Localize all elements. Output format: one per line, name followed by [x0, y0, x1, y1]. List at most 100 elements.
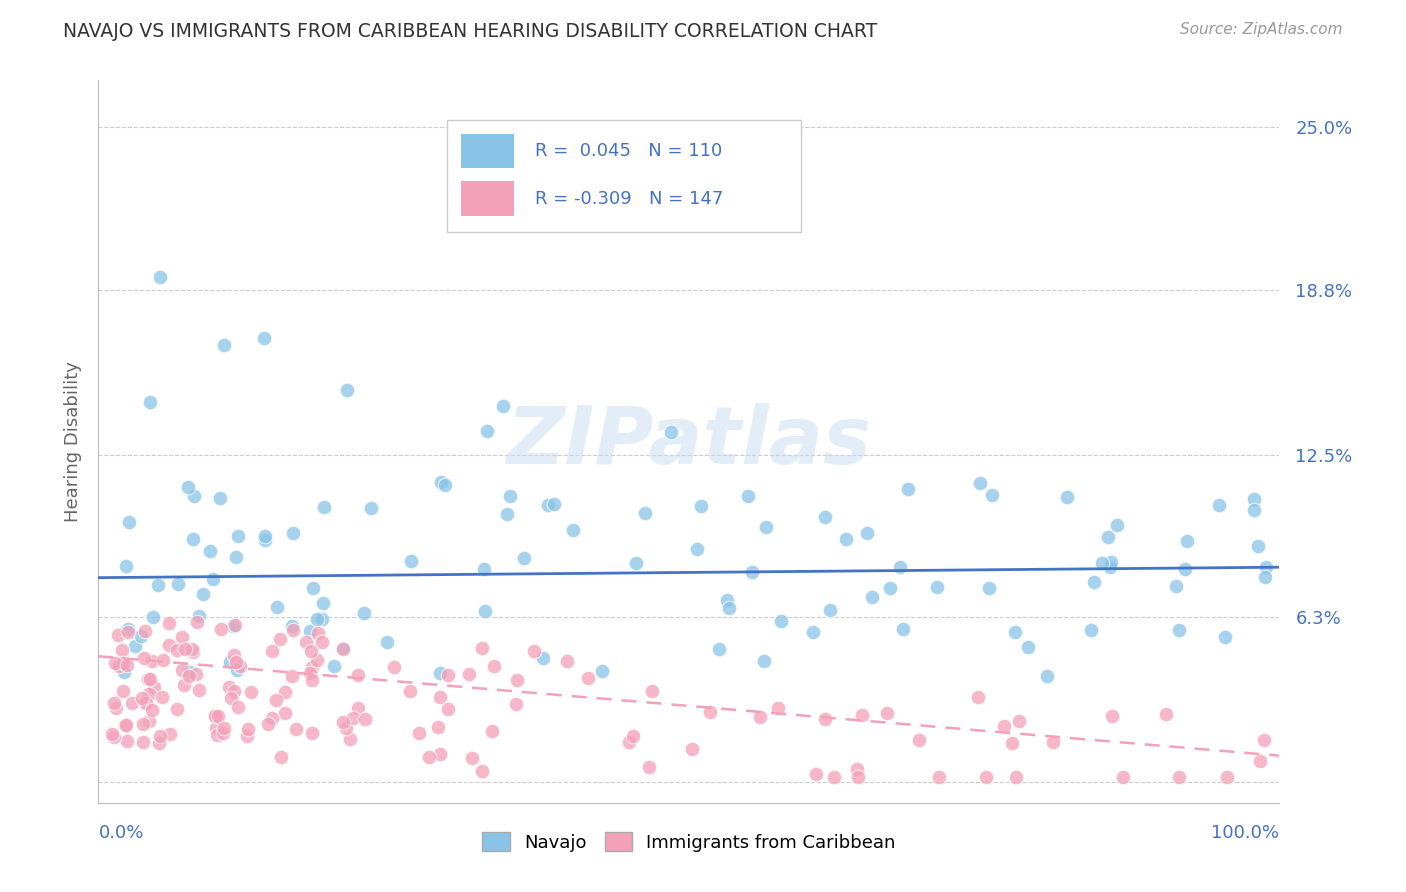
- Point: [173, 678, 195, 692]
- Point: [157, 616, 180, 631]
- Point: [166, 702, 188, 716]
- Point: [132, 735, 155, 749]
- FancyBboxPatch shape: [461, 134, 515, 169]
- Point: [159, 727, 181, 741]
- Point: [295, 635, 318, 649]
- Point: [1243, 491, 1265, 506]
- Text: R = -0.309   N = 147: R = -0.309 N = 147: [536, 190, 724, 208]
- Point: [928, 770, 950, 784]
- Point: [219, 655, 242, 669]
- Point: [135, 696, 157, 710]
- Point: [186, 615, 208, 629]
- Point: [505, 697, 527, 711]
- Point: [804, 767, 827, 781]
- Point: [401, 554, 423, 568]
- Point: [846, 770, 869, 784]
- Point: [1099, 556, 1122, 570]
- Point: [270, 749, 292, 764]
- Point: [172, 664, 194, 678]
- Point: [770, 614, 793, 628]
- Point: [749, 710, 772, 724]
- Point: [301, 673, 323, 687]
- Point: [1164, 579, 1187, 593]
- Point: [184, 666, 207, 681]
- Point: [346, 700, 368, 714]
- Point: [266, 599, 288, 614]
- Point: [132, 651, 155, 665]
- Point: [212, 337, 235, 351]
- Point: [180, 642, 202, 657]
- Point: [121, 696, 143, 710]
- Point: [977, 581, 1000, 595]
- Point: [229, 659, 252, 673]
- Point: [141, 703, 163, 717]
- Point: [167, 576, 190, 591]
- Point: [181, 533, 204, 547]
- Point: [718, 600, 741, 615]
- Point: [690, 499, 713, 513]
- Point: [312, 596, 335, 610]
- Point: [908, 732, 931, 747]
- Point: [707, 642, 730, 657]
- Point: [141, 654, 163, 668]
- Point: [429, 666, 451, 681]
- Point: [305, 652, 328, 666]
- Point: [111, 683, 134, 698]
- Text: 0.0%: 0.0%: [98, 824, 143, 842]
- Text: ZIPatlas: ZIPatlas: [506, 402, 872, 481]
- Point: [506, 673, 529, 687]
- Point: [152, 653, 174, 667]
- Point: [118, 515, 141, 529]
- Point: [221, 618, 243, 632]
- Point: [305, 612, 328, 626]
- Point: [1080, 623, 1102, 637]
- Point: [204, 707, 226, 722]
- Point: [835, 532, 858, 546]
- Point: [302, 581, 325, 595]
- Point: [212, 726, 235, 740]
- Point: [496, 508, 519, 522]
- Point: [823, 770, 845, 784]
- Point: [475, 425, 498, 439]
- Point: [851, 707, 873, 722]
- Point: [1215, 630, 1237, 644]
- Point: [104, 656, 127, 670]
- Point: [224, 618, 246, 632]
- Point: [274, 685, 297, 699]
- Point: [512, 551, 534, 566]
- Point: [1167, 623, 1189, 637]
- Point: [218, 681, 240, 695]
- Point: [1243, 503, 1265, 517]
- Point: [208, 491, 231, 505]
- Point: [741, 565, 763, 579]
- Point: [641, 683, 664, 698]
- Point: [617, 735, 640, 749]
- Point: [471, 764, 494, 778]
- Point: [110, 657, 132, 672]
- Point: [482, 659, 505, 673]
- Point: [262, 644, 284, 658]
- Text: NAVAJO VS IMMIGRANTS FROM CARIBBEAN HEARING DISABILITY CORRELATION CHART: NAVAJO VS IMMIGRANTS FROM CARIBBEAN HEAR…: [63, 22, 877, 41]
- Point: [174, 642, 197, 657]
- Point: [299, 624, 322, 638]
- Point: [492, 399, 515, 413]
- Point: [879, 581, 901, 595]
- Point: [252, 330, 274, 344]
- Point: [111, 643, 134, 657]
- Point: [131, 691, 153, 706]
- Point: [375, 635, 398, 649]
- Point: [472, 562, 495, 576]
- Point: [307, 625, 329, 640]
- Point: [876, 706, 898, 720]
- Point: [1175, 533, 1198, 548]
- Point: [471, 640, 494, 655]
- Point: [281, 624, 304, 638]
- Legend: Navajo, Immigrants from Caribbean: Navajo, Immigrants from Caribbean: [475, 825, 903, 859]
- Point: [204, 721, 226, 735]
- Point: [474, 604, 496, 618]
- Point: [1208, 498, 1230, 512]
- Point: [860, 590, 883, 604]
- Point: [274, 706, 297, 720]
- Point: [312, 500, 335, 514]
- Point: [238, 722, 260, 736]
